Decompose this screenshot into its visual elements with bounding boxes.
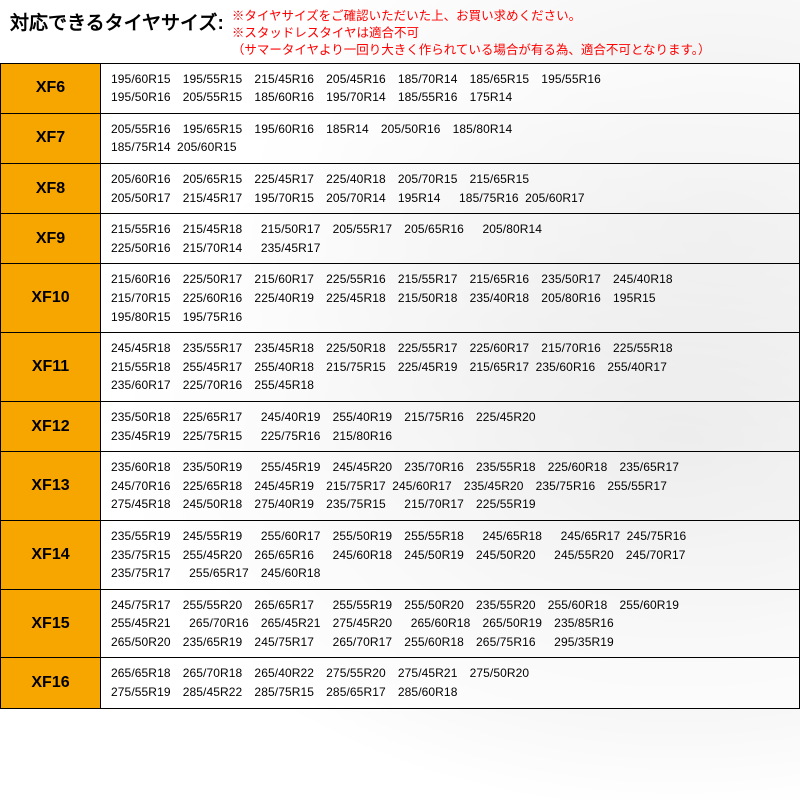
tire-sizes-cell: 245/45R18 235/55R17 235/45R18 225/50R18 … [101, 333, 800, 402]
size-line: 205/50R17 215/45R17 195/70R15 205/70R14 … [111, 189, 791, 208]
tire-size-table: XF6 195/60R15 195/55R15 215/45R16 205/45R… [0, 63, 800, 709]
model-label: XF16 [1, 658, 101, 708]
size-line: 185/75R14 205/60R15 [111, 138, 791, 157]
size-line: 225/50R16 215/70R14 235/45R17 [111, 239, 791, 258]
tire-sizes-cell: 205/60R16 205/65R15 225/45R17 225/40R18 … [101, 164, 800, 214]
model-label: XF15 [1, 589, 101, 658]
size-line: 265/50R20 235/65R19 245/75R17 265/70R17 … [111, 633, 791, 652]
size-line: 245/45R18 235/55R17 235/45R18 225/50R18 … [111, 339, 791, 358]
note-line-1: ※タイヤサイズをご確認いただいた上、お買い求めください。 [232, 8, 711, 25]
model-label: XF8 [1, 164, 101, 214]
model-label: XF14 [1, 520, 101, 589]
model-label: XF13 [1, 452, 101, 521]
header-notes: ※タイヤサイズをご確認いただいた上、お買い求めください。 ※スタッドレスタイヤは… [232, 8, 711, 59]
size-line: 235/75R15 255/45R20 265/65R16 245/60R18 … [111, 546, 791, 565]
table-row: XF9 215/55R16 215/45R18 215/50R17 205/55R… [1, 214, 800, 264]
size-line: 235/60R18 235/50R19 255/45R19 245/45R20 … [111, 458, 791, 477]
size-line: 245/75R17 255/55R20 265/65R17 255/55R19 … [111, 596, 791, 615]
size-line: 215/70R15 225/60R16 225/40R19 225/45R18 … [111, 289, 791, 308]
model-label: XF9 [1, 214, 101, 264]
note-line-3: （サマータイヤより一回り大きく作られている場合が有る為、適合不可となります。） [232, 42, 711, 59]
size-line: 215/55R16 215/45R18 215/50R17 205/55R17 … [111, 220, 791, 239]
size-line: 195/60R15 195/55R15 215/45R16 205/45R16 … [111, 70, 791, 89]
table-row: XF12 235/50R18 225/65R17 245/40R19 255/40… [1, 401, 800, 451]
size-line: 235/55R19 245/55R19 255/60R17 255/50R19 … [111, 527, 791, 546]
size-line: 235/75R17 255/65R17 245/60R18 [111, 564, 791, 583]
table-row: XF7 205/55R16 195/65R15 195/60R16 185R14 … [1, 113, 800, 163]
tire-sizes-cell: 215/60R16 225/50R17 215/60R17 225/55R16 … [101, 264, 800, 333]
tire-sizes-cell: 235/55R19 245/55R19 255/60R17 255/50R19 … [101, 520, 800, 589]
size-line: 275/45R18 245/50R18 275/40R19 235/75R15 … [111, 495, 791, 514]
model-label: XF10 [1, 264, 101, 333]
tire-sizes-cell: 245/75R17 255/55R20 265/65R17 255/55R19 … [101, 589, 800, 658]
size-line: 215/55R18 255/45R17 255/40R18 215/75R15 … [111, 358, 791, 377]
table-row: XF10 215/60R16 225/50R17 215/60R17 225/55… [1, 264, 800, 333]
page-title: 対応できるタイヤサイズ: [10, 8, 224, 35]
tire-sizes-cell: 205/55R16 195/65R15 195/60R16 185R14 205… [101, 113, 800, 163]
table-row: XF6 195/60R15 195/55R15 215/45R16 205/45R… [1, 63, 800, 113]
tire-sizes-cell: 215/55R16 215/45R18 215/50R17 205/55R17 … [101, 214, 800, 264]
tire-sizes-cell: 235/50R18 225/65R17 245/40R19 255/40R19 … [101, 401, 800, 451]
table-row: XF13 235/60R18 235/50R19 255/45R19 245/45… [1, 452, 800, 521]
size-line: 275/55R19 285/45R22 285/75R15 285/65R17 … [111, 683, 791, 702]
size-line: 235/50R18 225/65R17 245/40R19 255/40R19 … [111, 408, 791, 427]
tire-sizes-cell: 235/60R18 235/50R19 255/45R19 245/45R20 … [101, 452, 800, 521]
size-line: 235/60R17 225/70R16 255/45R18 [111, 376, 791, 395]
model-label: XF7 [1, 113, 101, 163]
table-row: XF11 245/45R18 235/55R17 235/45R18 225/50… [1, 333, 800, 402]
note-line-2: ※スタッドレスタイヤは適合不可 [232, 25, 711, 42]
header: 対応できるタイヤサイズ: ※タイヤサイズをご確認いただいた上、お買い求めください… [0, 0, 800, 63]
size-line: 245/70R16 225/65R18 245/45R19 215/75R17 … [111, 477, 791, 496]
size-line: 195/50R16 205/55R15 185/60R16 195/70R14 … [111, 88, 791, 107]
size-line: 215/60R16 225/50R17 215/60R17 225/55R16 … [111, 270, 791, 289]
model-label: XF6 [1, 63, 101, 113]
table-row: XF15 245/75R17 255/55R20 265/65R17 255/55… [1, 589, 800, 658]
table-row: XF8 205/60R16 205/65R15 225/45R17 225/40R… [1, 164, 800, 214]
size-line: 235/45R19 225/75R15 225/75R16 215/80R16 [111, 427, 791, 446]
tire-sizes-cell: 195/60R15 195/55R15 215/45R16 205/45R16 … [101, 63, 800, 113]
size-line: 205/60R16 205/65R15 225/45R17 225/40R18 … [111, 170, 791, 189]
size-line: 195/80R15 195/75R16 [111, 308, 791, 327]
size-line: 265/65R18 265/70R18 265/40R22 275/55R20 … [111, 664, 791, 683]
tire-sizes-cell: 265/65R18 265/70R18 265/40R22 275/55R20 … [101, 658, 800, 708]
table-row: XF14 235/55R19 245/55R19 255/60R17 255/50… [1, 520, 800, 589]
table-row: XF16 265/65R18 265/70R18 265/40R22 275/55… [1, 658, 800, 708]
model-label: XF11 [1, 333, 101, 402]
size-line: 205/55R16 195/65R15 195/60R16 185R14 205… [111, 120, 791, 139]
model-label: XF12 [1, 401, 101, 451]
size-line: 255/45R21 265/70R16 265/45R21 275/45R20 … [111, 614, 791, 633]
